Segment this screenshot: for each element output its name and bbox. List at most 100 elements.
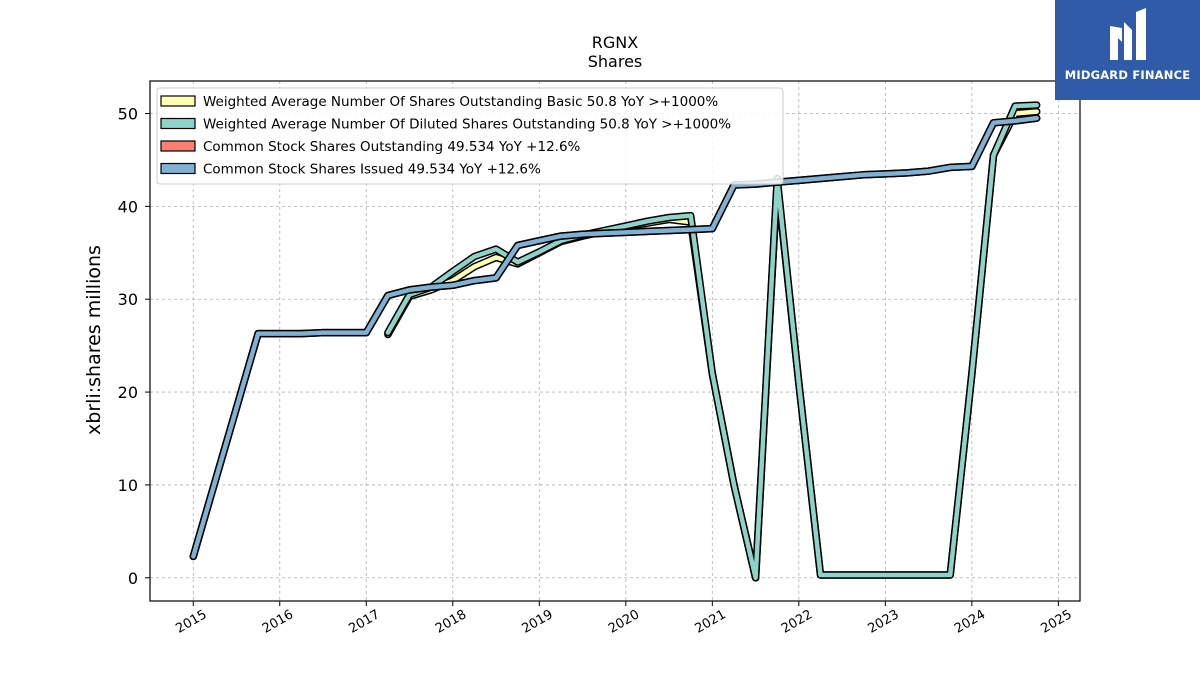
y-tick-label: 0 (128, 569, 138, 588)
x-tick-label: 2017 (346, 607, 382, 637)
x-tick-label: 2024 (952, 607, 988, 637)
data-point (560, 235, 562, 237)
data-point (928, 170, 930, 172)
data-point (863, 574, 865, 576)
data-point (517, 261, 519, 263)
legend-swatch (160, 140, 196, 152)
data-point (1014, 105, 1016, 107)
legend-swatch (160, 95, 196, 107)
data-point (560, 240, 562, 242)
data-point (408, 294, 411, 296)
data-point (690, 229, 692, 231)
x-tick-label: 2025 (1039, 607, 1075, 637)
x-tick-label: 2018 (433, 607, 469, 637)
data-point (452, 270, 454, 272)
data-point (452, 284, 454, 286)
x-tick-label: 2021 (692, 607, 728, 637)
data-point (344, 332, 346, 334)
data-point (690, 215, 692, 217)
y-tick-label: 20 (118, 383, 138, 402)
data-point (949, 166, 951, 168)
data-point (582, 233, 584, 235)
chart-title: RGNX (592, 33, 638, 52)
x-tick-label: 2022 (779, 607, 815, 637)
data-point (473, 280, 475, 282)
data-point (971, 372, 973, 375)
series-stroke (191, 115, 1039, 559)
data-point (625, 231, 627, 233)
data-point (992, 122, 995, 124)
data-point (495, 256, 497, 258)
legend-entry: Common Stock Shares Outstanding 49.534 Y… (203, 139, 581, 155)
data-point (884, 574, 886, 576)
series-line-4 (189, 114, 1041, 561)
data-point (646, 230, 649, 232)
data-point (517, 244, 519, 246)
data-point (279, 333, 281, 335)
x-tick-label: 2020 (606, 607, 642, 637)
legend-swatch (160, 117, 196, 130)
data-point (711, 228, 713, 230)
y-tick-label: 40 (118, 197, 138, 216)
brand-logo: MIDGARD FINANCE (1055, 0, 1200, 100)
data-point (949, 574, 951, 576)
data-point (733, 484, 735, 486)
data-point (603, 232, 605, 234)
midgard-logo-icon (1109, 8, 1146, 60)
data-point (906, 574, 908, 576)
data-point (365, 332, 367, 334)
plot-area-frame (149, 80, 1081, 602)
data-point (430, 286, 432, 288)
legend-swatch (160, 162, 196, 175)
legend-box (156, 87, 784, 185)
y-tick-label: 10 (118, 476, 138, 495)
data-point (452, 280, 454, 282)
data-point (841, 176, 843, 178)
legend-entry: Weighted Average Number Of Diluted Share… (203, 117, 731, 133)
data-point (841, 574, 843, 576)
data-point (473, 266, 475, 268)
x-tick-label: 2015 (173, 607, 209, 637)
data-point (755, 577, 757, 579)
data-point (992, 154, 995, 156)
data-point (798, 382, 800, 384)
legend: Weighted Average Number Of Shares Outsta… (156, 87, 784, 185)
data-point (495, 248, 497, 250)
data-point (884, 173, 886, 175)
data-point (711, 372, 713, 375)
data-point (1036, 117, 1038, 119)
chart-subtitle: Shares (588, 52, 643, 71)
data-point (863, 174, 865, 176)
data-point (538, 240, 540, 242)
data-point (538, 251, 540, 253)
data-point (1036, 111, 1038, 113)
data-point (408, 289, 411, 291)
x-tick-label: 2023 (866, 607, 902, 637)
data-point (257, 333, 259, 335)
data-point (646, 220, 649, 222)
data-point (387, 294, 389, 297)
legend-entry: Weighted Average Number Of Shares Outsta… (203, 94, 718, 110)
y-tick-label: 30 (118, 290, 138, 309)
data-point (192, 555, 194, 558)
data-point (928, 574, 930, 576)
legend-entry: Common Stock Shares Issued 49.534 YoY +1… (203, 162, 541, 178)
brand-name: MIDGARD FINANCE (1064, 68, 1191, 82)
data-point (733, 184, 735, 186)
data-point (668, 229, 670, 232)
data-point (473, 255, 475, 258)
data-point (495, 277, 497, 279)
x-tick-label: 2019 (519, 607, 555, 637)
x-tick-label: 2016 (260, 607, 296, 637)
data-point (1036, 104, 1038, 106)
series-lines (189, 101, 1041, 582)
data-point (971, 165, 973, 167)
data-point (625, 225, 627, 227)
data-point (300, 333, 302, 335)
data-point (668, 216, 670, 219)
y-axis-label: xbrli:shares millions (83, 245, 105, 435)
data-point (906, 172, 908, 174)
data-point (798, 179, 800, 181)
data-point (819, 574, 822, 576)
